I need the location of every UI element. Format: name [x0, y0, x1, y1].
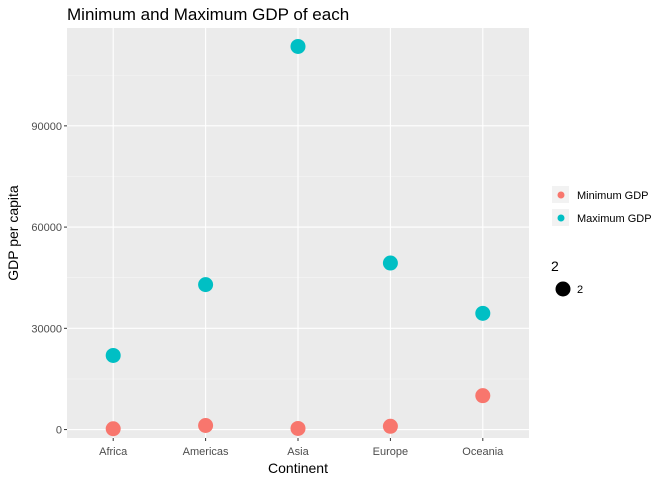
- data-points: [105, 38, 491, 437]
- data-point: [290, 38, 306, 54]
- y-axis: 0 30000 60000 90000: [31, 121, 67, 437]
- x-axis: Africa Americas Asia Europe Oceania: [99, 438, 504, 458]
- data-point: [382, 255, 398, 271]
- y-tick-label: 60000: [31, 222, 62, 234]
- y-tick-label: 90000: [31, 121, 62, 133]
- x-tick-label: Europe: [373, 446, 408, 458]
- x-tick-label: Americas: [183, 446, 229, 458]
- size-legend-label: 2: [577, 284, 583, 296]
- x-tick-label: Asia: [287, 446, 309, 458]
- data-point: [198, 418, 214, 434]
- size-legend-dot: [555, 281, 571, 297]
- legend: Minimum GDP Maximum GDP 2 2: [551, 186, 652, 297]
- grid-major: [67, 28, 529, 438]
- data-point: [105, 421, 121, 437]
- y-axis-title: GDP per capita: [5, 185, 21, 281]
- legend-dot-minimum: [557, 191, 565, 199]
- y-tick-label: 0: [56, 425, 62, 437]
- data-point: [475, 305, 491, 321]
- legend-label-maximum: Maximum GDP: [577, 213, 652, 225]
- data-point: [290, 420, 306, 436]
- chart-title: Minimum and Maximum GDP of each: [67, 5, 349, 24]
- x-tick-label: Oceania: [462, 446, 504, 458]
- data-point: [198, 277, 214, 293]
- data-point: [475, 388, 491, 404]
- data-point: [382, 418, 398, 434]
- data-point: [105, 347, 121, 363]
- size-legend-title: 2: [551, 258, 559, 274]
- y-tick-label: 30000: [31, 323, 62, 335]
- legend-label-minimum: Minimum GDP: [577, 190, 649, 202]
- legend-dot-maximum: [557, 214, 565, 222]
- x-tick-label: Africa: [99, 446, 128, 458]
- x-axis-title: Continent: [268, 460, 328, 476]
